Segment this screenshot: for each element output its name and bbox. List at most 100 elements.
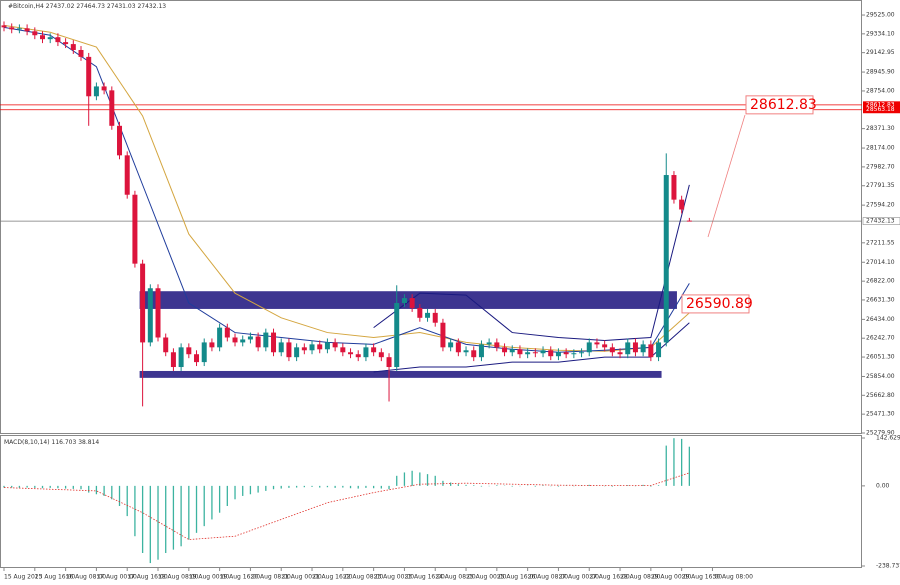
annotation-line <box>707 114 746 238</box>
y-tick-label: 29142.95 <box>866 49 895 56</box>
macd-last: 116.703 <box>52 439 77 446</box>
main-frame <box>0 0 862 434</box>
x-tick-label: 21 Aug 16:00 <box>312 574 353 581</box>
x-tick-label: 23 Aug 16:00 <box>404 574 445 581</box>
y-tick-label: 27982.70 <box>866 163 895 170</box>
candle-body <box>563 352 569 355</box>
candle-body <box>555 352 561 357</box>
x-tick-label: 17 Aug 16:00 <box>127 574 168 581</box>
candle-body <box>309 344 315 351</box>
candle-body <box>478 344 484 358</box>
y-tick-label: 28945.90 <box>866 69 895 76</box>
x-tick-label: 20 Aug 08:00 <box>250 574 291 581</box>
x-tick-label: 19 Aug 00:00 <box>189 574 230 581</box>
y-tick-label: -238.737 <box>876 563 900 570</box>
signal-last: 38.814 <box>78 439 99 446</box>
y-tick-label: 28754.00 <box>866 87 895 94</box>
candle-body <box>417 307 423 318</box>
candle-body <box>617 352 623 355</box>
candle-body <box>32 31 38 36</box>
y-tick-label: 29334.10 <box>866 30 895 37</box>
candle-body <box>455 342 461 353</box>
candle-body <box>117 125 123 156</box>
candle-body <box>409 298 415 308</box>
candle-body <box>178 347 184 368</box>
candle-body <box>170 352 176 368</box>
candle-body <box>486 342 492 345</box>
x-tick-label: 21 Aug 00:00 <box>281 574 322 581</box>
header-high: 27464.73 <box>76 3 105 10</box>
candle-body <box>78 49 84 57</box>
candle-body <box>209 342 215 348</box>
candle-body <box>625 342 631 355</box>
x-tick-label: 29 Aug 00:00 <box>651 574 692 581</box>
candle-body <box>140 263 146 343</box>
candle-body <box>401 298 407 304</box>
symbol-name: #Bitcoin,H4 <box>8 3 44 10</box>
candle-body <box>217 327 223 348</box>
x-tick-label: 28 Aug 08:00 <box>620 574 661 581</box>
candle-body <box>124 155 130 195</box>
y-tick-label: 26434.00 <box>866 316 895 323</box>
candle-body <box>532 352 538 354</box>
candle-body <box>109 90 115 126</box>
y-tick-label: 28371.30 <box>866 125 895 132</box>
zone <box>139 291 677 309</box>
candle-body <box>686 220 692 222</box>
signal-line <box>3 472 690 540</box>
header-close: 27432.13 <box>137 3 166 10</box>
y-tick-label: 26631.30 <box>866 296 895 303</box>
x-tick-label: 24 Aug 08:00 <box>435 574 476 581</box>
candle-body <box>663 175 669 343</box>
x-tick-label: 19 Aug 16:00 <box>220 574 261 581</box>
candle-body <box>525 352 531 355</box>
y-tick-label: 25662.80 <box>866 392 895 399</box>
x-tick-label: 15 Aug 16:00 <box>35 574 76 581</box>
candle-body <box>147 288 153 343</box>
x-tick-label: 22 Aug 08:00 <box>343 574 384 581</box>
annotation-box <box>745 95 814 115</box>
candle-body <box>86 56 92 97</box>
level-label: 28612.83 <box>866 101 895 108</box>
candle-body <box>394 303 400 368</box>
candle-body <box>16 28 22 30</box>
level-label: 28563.18 <box>866 106 895 113</box>
candle-body <box>255 336 261 348</box>
y-tick-label: 25854.00 <box>866 373 895 380</box>
candle-body <box>540 350 546 354</box>
x-tick-label: 27 Aug 00:00 <box>558 574 599 581</box>
header-low: 27431.03 <box>107 3 136 10</box>
candle-body <box>224 327 230 338</box>
level-box <box>863 101 900 109</box>
candle-body <box>294 347 300 358</box>
candle-body <box>571 353 577 355</box>
header-open: 27437.02 <box>46 3 75 10</box>
candle-body <box>55 37 61 43</box>
candle-body <box>301 347 307 351</box>
candle-body <box>640 344 646 353</box>
macd-name: MACD(8,10,14) <box>4 439 50 446</box>
candle-body <box>332 342 338 348</box>
candle-body <box>471 350 477 358</box>
x-tick-label: 25 Aug 00:00 <box>466 574 507 581</box>
x-tick-label: 16 Aug 08:00 <box>66 574 107 581</box>
candle-body <box>440 322 446 348</box>
x-tick-label: 25 Aug 16:00 <box>497 574 538 581</box>
candle-body <box>9 27 15 30</box>
candle-body <box>317 344 323 350</box>
x-tick-label: 18 Aug 08:00 <box>158 574 199 581</box>
candle-body <box>1 25 7 28</box>
x-tick-label: 30 Aug 08:00 <box>712 574 753 581</box>
y-tick-label: 26822.00 <box>866 278 895 285</box>
y-tick-label: 25279.90 <box>866 430 895 437</box>
candle-body <box>232 337 238 343</box>
x-tick-label: 27 Aug 16:00 <box>589 574 630 581</box>
y-tick-label: 25471.30 <box>866 411 895 418</box>
x-tick-label: 15 Aug 2023 <box>4 574 43 581</box>
candle-body <box>386 357 392 368</box>
x-tick-label: 26 Aug 08:00 <box>528 574 569 581</box>
y-tick-label: 29525.00 <box>866 12 895 19</box>
x-tick-label: 29 Aug 16:00 <box>682 574 723 581</box>
candle-body <box>201 342 207 363</box>
